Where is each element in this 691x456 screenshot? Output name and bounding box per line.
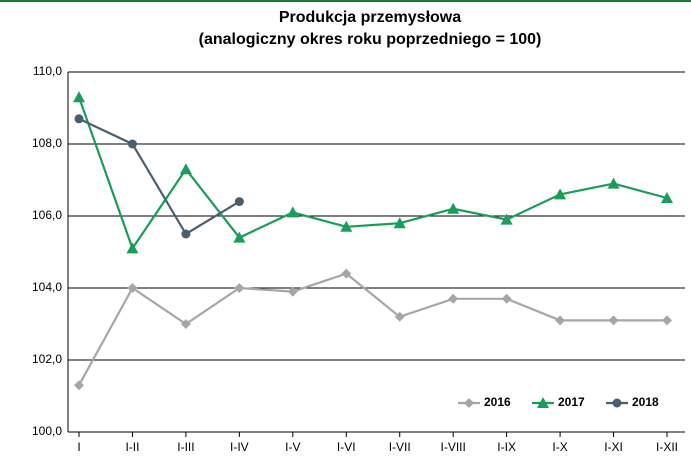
data-point [286, 206, 299, 218]
x-tick-label: I-II [125, 440, 139, 454]
data-point [74, 114, 84, 124]
legend-marker [464, 398, 474, 408]
y-tick-label: 106,0 [32, 208, 62, 222]
data-point [180, 319, 191, 329]
data-point [607, 177, 620, 189]
data-point [74, 380, 84, 391]
data-point [287, 286, 298, 297]
x-tick-label: I-XII [656, 440, 678, 454]
chart-subtitle: (analogiczny okres roku poprzedniego = 1… [199, 31, 542, 48]
y-tick-label: 100,0 [32, 424, 62, 438]
data-point [448, 293, 459, 304]
x-tick-label: I-XI [604, 440, 623, 454]
data-point [127, 283, 138, 293]
data-point [500, 213, 513, 225]
x-tick-label: I-VII [389, 440, 411, 454]
data-point [662, 315, 672, 326]
data-point [608, 315, 619, 326]
data-point [555, 315, 566, 326]
data-point [233, 231, 246, 243]
chart-title: Produkcja przemysłowa [279, 9, 461, 26]
series-line [77, 96, 668, 251]
data-point [341, 268, 352, 279]
data-point [73, 91, 85, 103]
y-tick-label: 108,0 [32, 136, 62, 150]
legend-label: 2016 [484, 395, 511, 409]
y-tick-label: 102,0 [32, 352, 62, 366]
x-tick-label: I-IV [230, 440, 249, 454]
legend-marker [612, 398, 622, 408]
series-line [78, 117, 240, 236]
x-tick-label: I-IX [497, 440, 516, 454]
y-tick-label: 110,0 [33, 64, 62, 78]
data-point [234, 197, 244, 207]
x-tick-label: I-V [285, 440, 300, 454]
legend-label: 2018 [632, 395, 659, 409]
x-tick-label: I-X [552, 440, 567, 454]
x-tick-label: I-VI [337, 440, 356, 454]
series-line [78, 272, 667, 386]
data-point [554, 188, 567, 200]
data-point [340, 220, 353, 232]
data-point [181, 229, 191, 239]
data-point [661, 192, 673, 203]
legend-label: 2017 [558, 395, 585, 409]
data-point [393, 217, 406, 229]
legend-marker [537, 397, 549, 408]
data-point [501, 293, 512, 304]
data-point [126, 242, 139, 254]
data-point [234, 283, 245, 293]
data-point [127, 139, 137, 149]
x-tick-label: I [77, 440, 80, 454]
data-point [179, 163, 192, 175]
data-point [394, 311, 405, 322]
x-tick-label: I-VIII [441, 440, 466, 454]
y-tick-label: 104,0 [32, 280, 62, 294]
x-tick-label: I-III [177, 440, 194, 454]
data-point [447, 202, 460, 214]
